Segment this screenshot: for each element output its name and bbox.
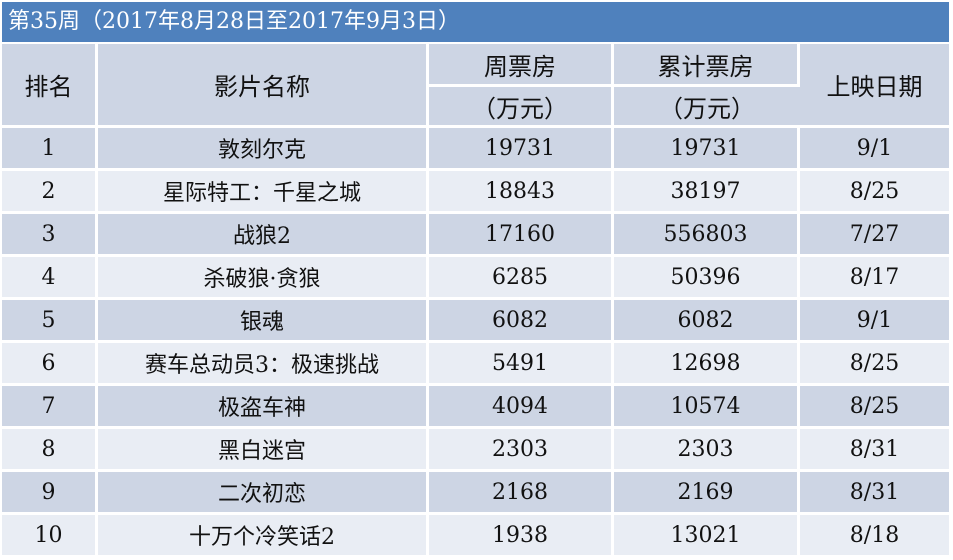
cell-cumulative-box-office: 556803 bbox=[614, 214, 800, 257]
cell-release-date: 8/31 bbox=[800, 429, 949, 472]
cell-film-name: 赛车总动员3：极速挑战 bbox=[98, 343, 429, 386]
table-row: 3 战狼2 17160 556803 7/27 bbox=[2, 214, 949, 257]
cell-cumulative-box-office: 19731 bbox=[614, 128, 800, 171]
table-row: 5 银魂 6082 6082 9/1 bbox=[2, 300, 949, 343]
cell-cumulative-box-office: 13021 bbox=[614, 515, 800, 558]
table-row: 9 二次初恋 2168 2169 8/31 bbox=[2, 472, 949, 515]
cell-release-date: 7/27 bbox=[800, 214, 949, 257]
cell-release-date: 8/31 bbox=[800, 472, 949, 515]
cell-cumulative-box-office: 2303 bbox=[614, 429, 800, 472]
cell-release-date: 9/1 bbox=[800, 128, 949, 171]
cell-film-name: 杀破狼·贪狼 bbox=[98, 257, 429, 300]
cell-film-name: 二次初恋 bbox=[98, 472, 429, 515]
cell-film-name: 星际特工：千星之城 bbox=[98, 171, 429, 214]
cell-rank: 8 bbox=[2, 429, 98, 472]
cell-weekly-box-office: 5491 bbox=[429, 343, 614, 386]
cell-release-date: 9/1 bbox=[800, 300, 949, 343]
box-office-table: 排名 影片名称 周票房 累计票房 上映日期 （万元） （万元） 1 敦刻尔克 197… bbox=[2, 44, 949, 558]
cell-weekly-box-office: 18843 bbox=[429, 171, 614, 214]
cell-release-date: 8/25 bbox=[800, 386, 949, 429]
table-row: 2 星际特工：千星之城 18843 38197 8/25 bbox=[2, 171, 949, 214]
cell-rank: 10 bbox=[2, 515, 98, 558]
cell-rank: 2 bbox=[2, 171, 98, 214]
header-weekly-unit: （万元） bbox=[429, 87, 614, 128]
header-release-date: 上映日期 bbox=[800, 44, 949, 128]
cell-film-name: 极盗车神 bbox=[98, 386, 429, 429]
cell-cumulative-box-office: 38197 bbox=[614, 171, 800, 214]
cell-release-date: 8/25 bbox=[800, 343, 949, 386]
cell-film-name: 战狼2 bbox=[98, 214, 429, 257]
table-row: 8 黑白迷宫 2303 2303 8/31 bbox=[2, 429, 949, 472]
cell-weekly-box-office: 6082 bbox=[429, 300, 614, 343]
header-cumulative-unit: （万元） bbox=[614, 87, 800, 128]
cell-cumulative-box-office: 2169 bbox=[614, 472, 800, 515]
cell-weekly-box-office: 19731 bbox=[429, 128, 614, 171]
header-rank: 排名 bbox=[2, 44, 98, 128]
cell-film-name: 银魂 bbox=[98, 300, 429, 343]
cell-film-name: 十万个冷笑话2 bbox=[98, 515, 429, 558]
cell-weekly-box-office: 4094 bbox=[429, 386, 614, 429]
cell-weekly-box-office: 2168 bbox=[429, 472, 614, 515]
cell-cumulative-box-office: 12698 bbox=[614, 343, 800, 386]
table-row: 7 极盗车神 4094 10574 8/25 bbox=[2, 386, 949, 429]
cell-release-date: 8/25 bbox=[800, 171, 949, 214]
cell-rank: 5 bbox=[2, 300, 98, 343]
header-film-name: 影片名称 bbox=[98, 44, 429, 128]
cell-cumulative-box-office: 6082 bbox=[614, 300, 800, 343]
header-cumulative-box-office: 累计票房 bbox=[614, 44, 800, 87]
cell-weekly-box-office: 17160 bbox=[429, 214, 614, 257]
table-row: 1 敦刻尔克 19731 19731 9/1 bbox=[2, 128, 949, 171]
cell-release-date: 8/17 bbox=[800, 257, 949, 300]
header-row: 排名 影片名称 周票房 累计票房 上映日期 bbox=[2, 44, 949, 128]
cell-rank: 7 bbox=[2, 386, 98, 429]
table-title: 第35周（2017年8月28日至2017年9月3日） bbox=[2, 2, 949, 42]
cell-weekly-box-office: 2303 bbox=[429, 429, 614, 472]
cell-weekly-box-office: 6285 bbox=[429, 257, 614, 300]
cell-rank: 6 bbox=[2, 343, 98, 386]
cell-rank: 4 bbox=[2, 257, 98, 300]
cell-rank: 9 bbox=[2, 472, 98, 515]
table-row: 6 赛车总动员3：极速挑战 5491 12698 8/25 bbox=[2, 343, 949, 386]
header-weekly-box-office: 周票房 bbox=[429, 44, 614, 87]
cell-film-name: 敦刻尔克 bbox=[98, 128, 429, 171]
cell-weekly-box-office: 1938 bbox=[429, 515, 614, 558]
cell-film-name: 黑白迷宫 bbox=[98, 429, 429, 472]
table-row: 10 十万个冷笑话2 1938 13021 8/18 bbox=[2, 515, 949, 558]
table-row: 4 杀破狼·贪狼 6285 50396 8/17 bbox=[2, 257, 949, 300]
header-unit-row: （万元） （万元） bbox=[2, 87, 949, 128]
cell-cumulative-box-office: 10574 bbox=[614, 386, 800, 429]
cell-rank: 1 bbox=[2, 128, 98, 171]
cell-rank: 3 bbox=[2, 214, 98, 257]
cell-release-date: 8/18 bbox=[800, 515, 949, 558]
cell-cumulative-box-office: 50396 bbox=[614, 257, 800, 300]
